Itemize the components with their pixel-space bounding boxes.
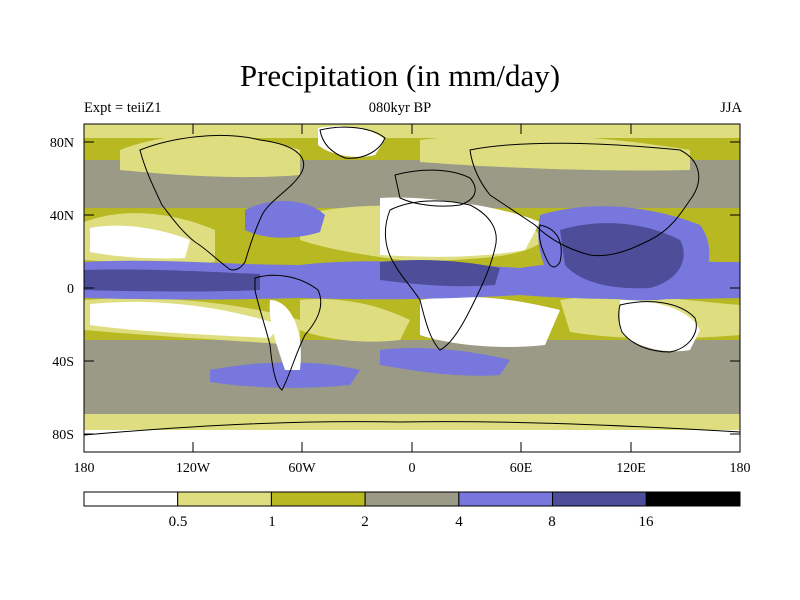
sh-storm-track-ind (380, 348, 510, 376)
colorbar-swatch (364, 491, 460, 507)
asia-coast (469, 142, 700, 257)
season-label: JJA (720, 100, 742, 116)
europe-coast (394, 169, 476, 207)
lon-tick-label: 180 (730, 461, 751, 476)
colorbar (83, 491, 741, 507)
antarctica-coast (84, 421, 740, 436)
colorbar-label: 2 (361, 514, 369, 530)
tick-marks (83, 124, 741, 452)
africa-coast (384, 200, 497, 351)
itcz-epac-core (84, 269, 260, 292)
colorbar-label: 1 (268, 514, 276, 530)
lon-tick-label: 0 (409, 461, 416, 476)
lat-tick-label: 0 (67, 282, 74, 297)
precipitation-field (84, 124, 740, 452)
lon-tick-label: 120E (616, 461, 646, 476)
period-label: 080kyr BP (368, 100, 432, 116)
lon-tick-label: 120W (176, 461, 211, 476)
lon-tick-label: 180 (74, 461, 95, 476)
experiment-label: Expt = teiiZ1 (84, 100, 162, 116)
colorbar-label: 4 (455, 514, 463, 530)
coastlines (84, 126, 740, 436)
india-coast (538, 224, 562, 268)
namerica-north (120, 135, 300, 178)
colorbar-swatch (458, 491, 554, 507)
lat-tick-label: 40N (50, 209, 74, 224)
spac-dry (90, 301, 280, 338)
lat-tick-label: 80S (52, 428, 74, 443)
colorbar-label: 8 (548, 514, 556, 530)
colorbar-swatch (552, 491, 647, 507)
south-america-coast (254, 274, 322, 391)
colorbar-label: 16 (639, 514, 655, 530)
lon-tick-label: 60W (288, 461, 316, 476)
colorbar-label: 0.5 (169, 514, 188, 530)
sh-storm-track-atl (210, 362, 360, 388)
sahara-south-dry (420, 296, 560, 347)
colorbar-swatch (83, 491, 179, 507)
colorbar-swatch (645, 491, 741, 507)
npac-dry (90, 225, 190, 259)
greenland-coast (319, 126, 386, 159)
colorbar-swatch (270, 491, 366, 507)
itcz-africa-core (380, 260, 500, 287)
australia-dry (620, 300, 700, 352)
lon-tick-label: 60E (510, 461, 533, 476)
colorbar-labels: 0.5 1 2 4 8 16 (169, 514, 654, 530)
colorbar-swatch (177, 491, 272, 507)
sahara-dry (380, 197, 540, 257)
north-america-coast (139, 134, 305, 271)
lon-tick-labels: 180 120W 60W 0 60E 120E 180 (74, 461, 751, 476)
eurasia-north (420, 134, 690, 171)
australia-coast (618, 301, 697, 353)
lat-tick-label: 40S (52, 355, 74, 370)
greenland-dry (318, 126, 385, 157)
chart-title: Precipitation (in mm/day) (239, 58, 561, 93)
andes-dry (269, 300, 301, 370)
lat-tick-label: 80N (50, 136, 74, 151)
asian-monsoon-core (560, 223, 684, 289)
lat-tick-labels: 80N 40N 0 40S 80S (50, 136, 74, 443)
band-antarctic (84, 430, 740, 452)
satl-subtropic (300, 299, 410, 342)
